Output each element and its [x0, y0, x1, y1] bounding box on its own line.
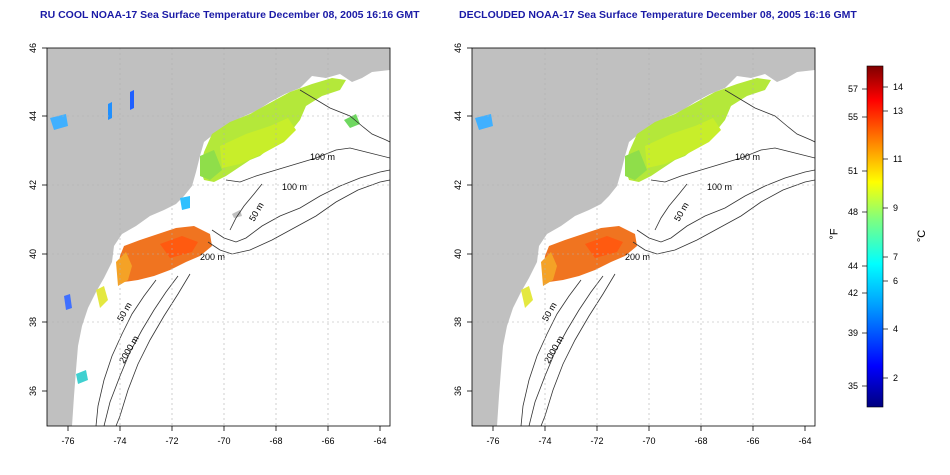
- lon-tick-label: -64: [373, 436, 386, 446]
- lon-tick-label: -74: [538, 436, 551, 446]
- fahrenheit-unit-text: °F: [828, 228, 841, 240]
- lon-tick-label: -66: [321, 436, 334, 446]
- lat-tick-label: 42: [453, 180, 463, 190]
- celsius-tick-label: 11: [893, 154, 902, 164]
- lon-tick-label: -74: [113, 436, 126, 446]
- lat-tick-label: 38: [28, 317, 38, 327]
- fahrenheit-tick-label: 39: [848, 328, 858, 338]
- map-title-left: RU COOL NOAA-17 Sea Surface Temperature …: [40, 9, 420, 21]
- map-frame: [46, 47, 391, 427]
- celsius-tick-label: 7: [893, 252, 898, 262]
- lon-tick-label: -76: [61, 436, 74, 446]
- map-frame: [471, 47, 816, 427]
- fahrenheit-tick-label: 57: [848, 84, 858, 94]
- lat-tick-label: 46: [453, 43, 463, 53]
- contour-label: 100 m: [735, 152, 760, 162]
- lat-tick-label: 40: [28, 249, 38, 259]
- land-mass: [47, 48, 390, 426]
- bathymetry-contours: [95, 89, 390, 426]
- sst-map-left: 100 m 100 m 50 m 200 m 50 m 2000 m -76 -…: [28, 43, 391, 446]
- contour-label: 200 m: [625, 252, 650, 262]
- fahrenheit-tick-label: 42: [848, 288, 858, 298]
- lat-tick-label: 40: [453, 249, 463, 259]
- fahrenheit-tick-label: 55: [848, 112, 858, 122]
- fahrenheit-tick-label: 48: [848, 207, 858, 217]
- colorbar-gradient: [866, 65, 884, 408]
- lat-tick-label: 44: [453, 111, 463, 121]
- lat-tick-label: 36: [28, 386, 38, 396]
- lon-tick-label: -66: [746, 436, 759, 446]
- lon-tick-label: -68: [694, 436, 707, 446]
- land-mass: [472, 48, 815, 426]
- celsius-tick-label: 4: [893, 324, 898, 334]
- lon-tick-label: -72: [165, 436, 178, 446]
- lon-tick-label: -64: [798, 436, 811, 446]
- celsius-tick-label: 9: [893, 203, 898, 213]
- lon-tick-label: -72: [590, 436, 603, 446]
- lat-tick-label: 42: [28, 180, 38, 190]
- contour-label: 100 m: [310, 152, 335, 162]
- celsius-tick-label: 2: [893, 373, 898, 383]
- lat-tick-label: 38: [453, 317, 463, 327]
- contour-label: 100 m: [707, 182, 732, 192]
- lon-tick-label: -76: [486, 436, 499, 446]
- lon-tick-label: -68: [269, 436, 282, 446]
- contour-label: 100 m: [282, 182, 307, 192]
- celsius-unit-label: °C: [916, 230, 928, 242]
- contour-label: 200 m: [200, 252, 225, 262]
- fahrenheit-tick-label: 35: [848, 381, 858, 391]
- lat-tick-label: 36: [453, 386, 463, 396]
- fahrenheit-tick-label: 51: [848, 166, 858, 176]
- sst-map-right: 100 m 100 m 50 m 200 m 50 m 2000 m -76 -…: [453, 43, 816, 446]
- fahrenheit-tick-label: 44: [848, 261, 858, 271]
- lon-tick-label: -70: [217, 436, 230, 446]
- grid-lines: [472, 48, 815, 426]
- grid-lines: [47, 48, 390, 426]
- temperature-colorbar: 57 55 51 48 44 42 39 35 14 13 11 9 7 6 4…: [848, 65, 928, 408]
- celsius-tick-label: 14: [893, 82, 903, 92]
- lat-tick-label: 44: [28, 111, 38, 121]
- map-title-right: DECLOUDED NOAA-17 Sea Surface Temperatur…: [459, 9, 857, 21]
- celsius-tick-label: 13: [893, 106, 903, 116]
- bathymetry-contours: [520, 89, 815, 426]
- lat-tick-label: 46: [28, 43, 38, 53]
- celsius-tick-label: 6: [893, 276, 898, 286]
- lon-tick-label: -70: [642, 436, 655, 446]
